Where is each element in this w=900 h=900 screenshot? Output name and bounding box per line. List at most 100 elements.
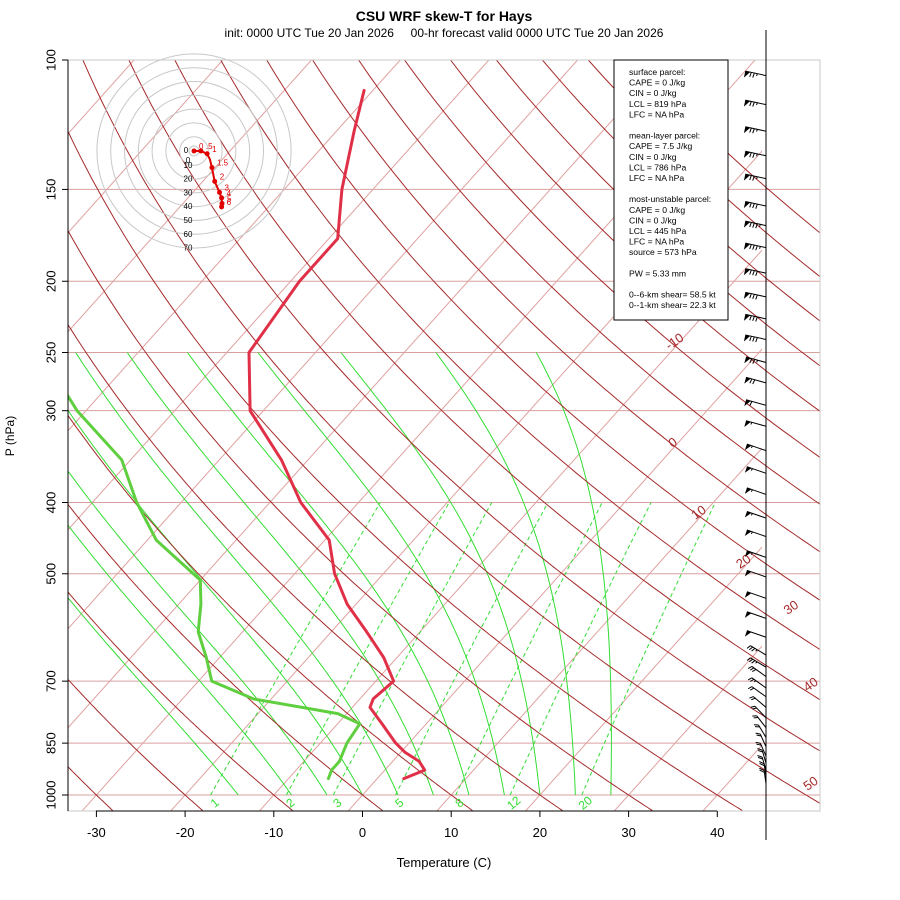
wind-barb-feather: [755, 271, 758, 276]
wind-barb-staff: [751, 686, 767, 698]
wind-barb-staff: [763, 763, 767, 778]
wind-barb-feather: [749, 202, 752, 208]
wind-barb-staff: [745, 376, 767, 384]
hodograph-point: [219, 195, 225, 201]
wind-barb: [744, 550, 767, 558]
wind-barb-staff: [746, 466, 767, 474]
hodograph-point-label: 0: [199, 142, 204, 151]
info-box-line: source = 573 hPa: [629, 247, 697, 257]
wind-barb-flag: [744, 487, 752, 494]
wind-barb-feather: [749, 175, 752, 181]
wind-barb: [744, 399, 767, 407]
wind-barb: [755, 732, 767, 748]
wind-barb-flag: [743, 201, 751, 209]
dry-adiabat-line: [68, 229, 653, 811]
hodograph-ring-label: 50: [184, 216, 193, 225]
wind-barb-feather: [747, 677, 753, 681]
wind-barb: [744, 591, 767, 599]
wind-barb-feather: [749, 101, 752, 107]
wind-barb-staff: [745, 268, 767, 274]
wind-barb-half-feather: [750, 552, 753, 555]
wind-barb-feather: [749, 696, 754, 699]
wind-barb-feather: [752, 101, 755, 107]
wind-barb-flag: [743, 243, 751, 250]
wind-barb-feather: [749, 358, 753, 364]
wind-barb: [744, 511, 767, 519]
x-tick-label: 30: [621, 825, 635, 840]
wind-barb-feather: [746, 657, 751, 661]
wind-barb-feather: [747, 686, 753, 690]
wind-barb-flag: [743, 174, 751, 181]
dry-adiabat-line: [220, 60, 820, 651]
wind-barb-feather: [755, 337, 758, 343]
wind-barb-staff: [761, 749, 767, 764]
info-box-line: LFC = NA hPa: [629, 237, 684, 247]
wind-barb-feather: [747, 666, 753, 670]
wind-barb: [747, 686, 767, 698]
wind-barb: [744, 487, 767, 495]
wind-barb-staff: [751, 666, 767, 677]
hodograph-point-label: 5: [227, 194, 232, 203]
wind-barb-feather: [749, 244, 752, 250]
dry-adiabat-line: [68, 414, 473, 811]
wind-barb-feather: [752, 203, 755, 209]
moist-adiabat-line: [75, 352, 399, 796]
wind-barb-feather: [757, 755, 763, 758]
isotherm-label: -10: [662, 330, 686, 353]
dry-adiabat-line: [82, 60, 820, 804]
info-box-line: LCL = 445 hPa: [629, 226, 686, 236]
wind-barb-half-feather: [750, 468, 753, 471]
wind-barb: [746, 645, 767, 656]
wind-barb-flag: [744, 511, 752, 518]
hodograph-point: [191, 148, 197, 154]
wind-barb-feather: [752, 244, 755, 250]
wind-barb-staff: [759, 743, 767, 757]
moist-adiabat-line: [340, 352, 541, 796]
wind-barb-feather: [749, 315, 752, 321]
info-box-line: LFC = NA hPa: [629, 173, 684, 183]
wind-barb-staff: [746, 630, 767, 638]
moist-adiabat-line: [68, 596, 239, 796]
wind-barb-flag: [744, 377, 751, 384]
mixing-ratio-line: [581, 502, 716, 796]
mixing-ratio-line: [509, 502, 652, 796]
dry-adiabat-line: [68, 130, 743, 811]
wind-barb-staff: [745, 201, 767, 207]
isotherm-line: [68, 60, 224, 234]
wind-barb-feather: [755, 223, 758, 229]
isotherm-line: [259, 249, 762, 811]
x-axis: -30 -20 -10 0 10 20 30 40: [87, 811, 725, 840]
wind-barb: [743, 201, 767, 209]
hodograph-ring: [96, 53, 292, 249]
hodograph-point-label: 2: [220, 172, 225, 181]
hodograph-point: [217, 189, 223, 195]
y-axis: 100 150 200 250 300 400 500 700 850 1000: [43, 49, 68, 809]
moist-adiabat-line: [257, 352, 505, 796]
wind-barbs: [743, 70, 767, 784]
moist-adiabat-line: [435, 352, 576, 796]
info-box-line: CIN = 0 J/kg: [629, 215, 677, 225]
wind-barb-flag: [744, 420, 751, 428]
wind-barb-half-feather: [750, 422, 753, 425]
info-box-line: CAPE = 7.5 J/kg: [629, 141, 693, 151]
x-tick-label: -20: [176, 825, 195, 840]
wind-barb-half-feather: [756, 102, 758, 106]
wind-barb: [744, 569, 767, 578]
isotherm-line: [348, 348, 762, 811]
wind-barb-staff: [745, 150, 767, 157]
wind-barb-feather: [749, 336, 752, 341]
dry-adiabat-line: [357, 60, 820, 505]
wind-barb-feather: [755, 245, 758, 251]
dry-adiabat-line: [495, 60, 820, 367]
isotherm-line: [525, 546, 762, 811]
wind-barb-feather: [752, 222, 755, 228]
wind-barb-feather: [752, 294, 755, 299]
y-tick-label: 700: [43, 670, 58, 692]
isotherm-label: 20: [733, 551, 753, 572]
moist-adiabat-line: [68, 470, 328, 796]
wind-barb: [743, 99, 767, 107]
wind-barb-feather: [749, 293, 752, 299]
